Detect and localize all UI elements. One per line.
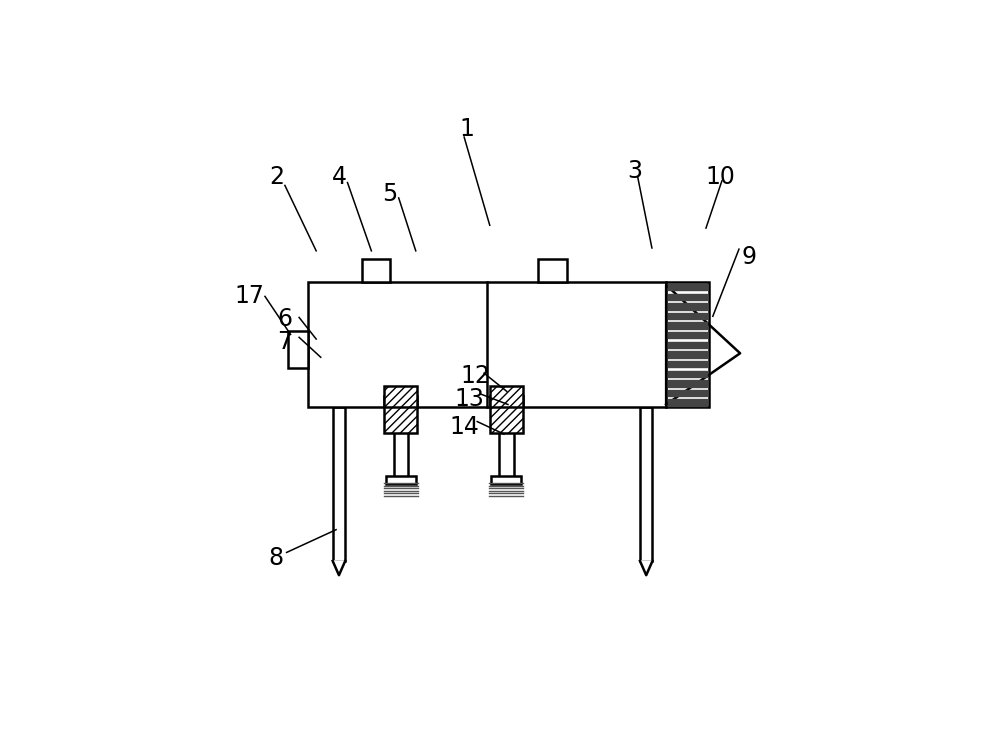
- Bar: [666, 282, 709, 407]
- Text: 3: 3: [627, 159, 642, 183]
- Bar: [394, 432, 408, 478]
- Bar: [333, 407, 345, 561]
- Polygon shape: [640, 561, 652, 575]
- Bar: [308, 282, 666, 407]
- Bar: [386, 476, 416, 484]
- Bar: [491, 476, 521, 484]
- Text: 1: 1: [460, 117, 474, 140]
- Text: 9: 9: [741, 245, 756, 268]
- Text: 8: 8: [269, 546, 284, 570]
- Text: 10: 10: [705, 165, 735, 189]
- Bar: [538, 259, 567, 282]
- Text: 13: 13: [455, 386, 485, 411]
- Bar: [499, 432, 514, 478]
- Bar: [490, 386, 523, 407]
- Bar: [640, 407, 652, 561]
- Bar: [490, 396, 523, 433]
- Text: 7: 7: [277, 330, 292, 354]
- Text: 14: 14: [449, 415, 479, 439]
- Bar: [288, 330, 308, 367]
- Text: 2: 2: [269, 165, 284, 189]
- Polygon shape: [666, 285, 740, 404]
- Text: 12: 12: [461, 364, 490, 388]
- Text: 4: 4: [331, 165, 346, 189]
- Bar: [384, 396, 417, 433]
- Text: 17: 17: [235, 285, 265, 308]
- Bar: [384, 386, 417, 407]
- Bar: [362, 259, 390, 282]
- Text: 6: 6: [277, 307, 292, 331]
- Text: 5: 5: [383, 182, 398, 206]
- Polygon shape: [333, 561, 345, 575]
